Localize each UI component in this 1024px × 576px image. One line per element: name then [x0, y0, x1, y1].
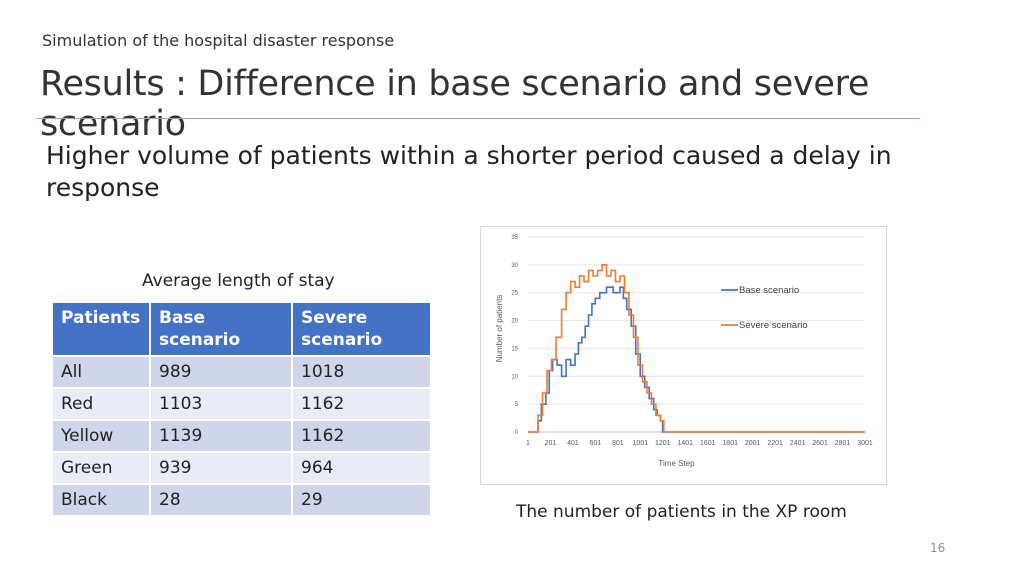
row-severe-value: 29 [291, 483, 432, 517]
x-axis-label: Time Step [658, 459, 695, 468]
x-tick-label: 401 [567, 440, 579, 447]
row-label: Red [51, 387, 151, 421]
row-severe-value: 1162 [291, 387, 432, 421]
table-row: Black 28 29 [51, 483, 432, 517]
table-row: All 989 1018 [51, 355, 432, 389]
row-base-value: 1139 [149, 419, 293, 453]
header-severe-scenario: Severe scenario [291, 301, 432, 357]
row-label: All [51, 355, 151, 389]
row-base-value: 989 [149, 355, 293, 389]
x-tick-label: 1401 [677, 440, 693, 447]
y-tick-label: 35 [511, 235, 518, 241]
row-severe-value: 1018 [291, 355, 432, 389]
table-row: Red 1103 1162 [51, 387, 432, 421]
row-base-value: 1103 [149, 387, 293, 421]
patients-chart: 0 5 10 15 20 25 30 35 1 201 401 601 801 1001 1201 1401 1… [480, 226, 887, 485]
y-tick-label: 25 [511, 291, 518, 297]
legend-label: Severe scenario [739, 320, 808, 331]
y-tick-label: 20 [511, 319, 518, 325]
x-tick-label: 2001 [745, 440, 761, 447]
series-line-1 [528, 264, 865, 433]
y-tick-label: 15 [511, 346, 518, 352]
header-base-scenario: Base scenario [149, 301, 293, 357]
x-tick-label: 1601 [700, 440, 716, 447]
row-severe-value: 964 [291, 451, 432, 485]
x-tick-label: 601 [590, 440, 602, 447]
row-severe-value: 1162 [291, 419, 432, 453]
y-tick-label: 0 [515, 430, 519, 436]
y-tick-label: 30 [511, 263, 518, 269]
x-tick-label: 801 [612, 440, 624, 447]
x-tick-label: 2801 [835, 440, 851, 447]
table-header-row: Patients Base scenario Severe scenario [51, 301, 432, 357]
title-divider [36, 118, 920, 119]
legend-label: Base scenario [739, 285, 799, 296]
x-tick-label: 2201 [767, 440, 783, 447]
length-of-stay-table: Patients Base scenario Severe scenario A… [51, 301, 432, 517]
subtitle: Higher volume of patients within a short… [46, 141, 892, 202]
x-tick-label: 2401 [790, 440, 806, 447]
table-caption: Average length of stay [142, 271, 335, 291]
y-axis-label: Number of patients [495, 295, 504, 363]
y-tick-label: 5 [515, 402, 519, 408]
x-tick-label: 1001 [633, 440, 649, 447]
supertitle: Simulation of the hospital disaster resp… [42, 31, 395, 50]
page-number: 16 [930, 541, 946, 555]
x-tick-label: 2601 [812, 440, 828, 447]
row-base-value: 939 [149, 451, 293, 485]
y-tick-label: 10 [511, 374, 518, 380]
chart-caption: The number of patients in the XP room [516, 502, 847, 522]
x-tick-label: 1201 [655, 440, 671, 447]
x-tick-label: 201 [545, 440, 557, 447]
page-title: Results : Difference in base scenario an… [40, 64, 870, 144]
x-tick-label: 1 [526, 440, 530, 447]
row-label: Black [51, 483, 151, 517]
series-line-0 [528, 286, 865, 433]
table-row: Yellow 1139 1162 [51, 419, 432, 453]
x-tick-label: 1801 [722, 440, 738, 447]
x-tick-label: 3001 [857, 440, 873, 447]
header-patients: Patients [51, 301, 151, 357]
table-row: Green 939 964 [51, 451, 432, 485]
row-label: Yellow [51, 419, 151, 453]
row-base-value: 28 [149, 483, 293, 517]
row-label: Green [51, 451, 151, 485]
